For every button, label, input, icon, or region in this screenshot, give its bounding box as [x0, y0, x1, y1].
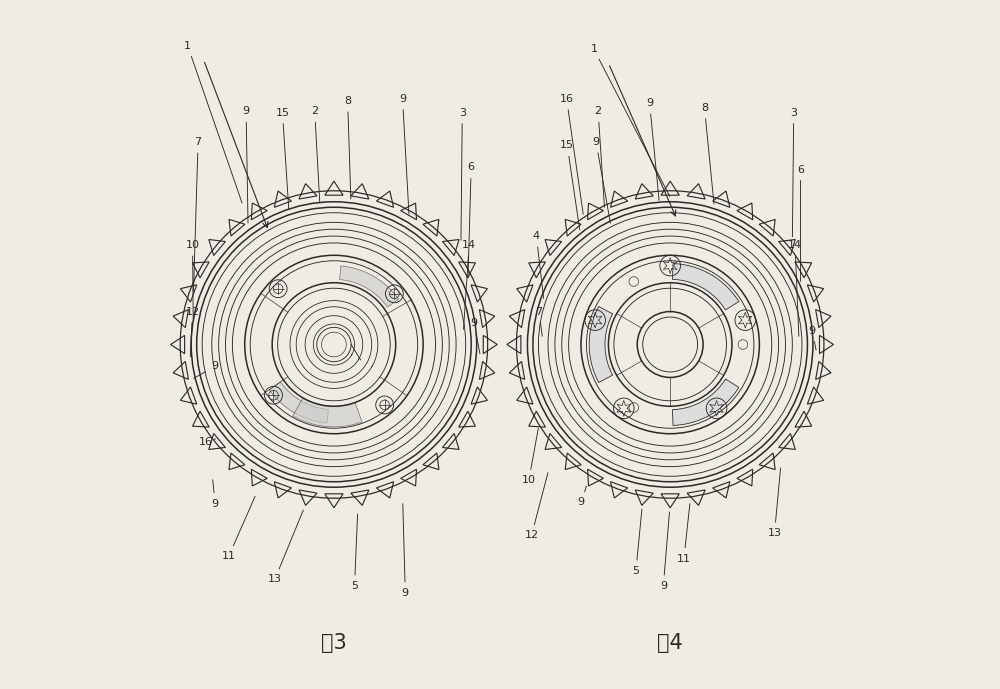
Text: 9: 9 — [809, 326, 816, 336]
Polygon shape — [589, 307, 613, 382]
Text: 9: 9 — [243, 106, 250, 116]
Text: 9: 9 — [402, 588, 409, 598]
Text: 9: 9 — [212, 362, 219, 371]
Text: 9: 9 — [646, 98, 653, 108]
Text: 8: 8 — [701, 103, 708, 113]
Polygon shape — [672, 379, 739, 425]
Text: 3: 3 — [790, 107, 797, 118]
Text: 9: 9 — [660, 581, 667, 591]
Text: 1: 1 — [591, 44, 598, 54]
Text: 7: 7 — [194, 137, 202, 147]
Text: 3: 3 — [459, 107, 466, 118]
Text: 4: 4 — [533, 231, 540, 241]
Text: 9: 9 — [593, 137, 600, 147]
Text: 13: 13 — [268, 574, 282, 584]
Text: 9: 9 — [577, 497, 585, 507]
Text: 10: 10 — [186, 240, 200, 250]
Text: 11: 11 — [677, 553, 691, 564]
Text: 2: 2 — [311, 106, 318, 116]
Polygon shape — [269, 382, 328, 423]
Text: 图4: 图4 — [657, 633, 683, 653]
Text: 图3: 图3 — [321, 633, 347, 653]
Text: 13: 13 — [767, 528, 781, 538]
Text: 8: 8 — [344, 96, 351, 106]
Text: 15: 15 — [560, 141, 574, 150]
Text: 5: 5 — [632, 566, 639, 576]
Text: 12: 12 — [525, 531, 539, 540]
Text: 1: 1 — [184, 41, 191, 51]
Text: 9: 9 — [399, 94, 406, 104]
Text: 7: 7 — [536, 307, 543, 316]
Text: 16: 16 — [199, 437, 213, 447]
Text: 10: 10 — [522, 475, 536, 485]
Polygon shape — [672, 264, 739, 310]
Text: 14: 14 — [462, 240, 476, 250]
Text: 15: 15 — [275, 107, 289, 118]
Text: 9: 9 — [212, 499, 219, 508]
Polygon shape — [293, 398, 362, 426]
Text: 16: 16 — [560, 94, 574, 104]
Text: 2: 2 — [595, 106, 602, 116]
Text: 11: 11 — [222, 551, 236, 561]
Text: 14: 14 — [788, 240, 802, 250]
Text: 12: 12 — [186, 307, 200, 316]
Text: 6: 6 — [797, 165, 804, 174]
Text: 6: 6 — [468, 163, 475, 172]
Text: 5: 5 — [351, 581, 358, 591]
Polygon shape — [340, 266, 399, 307]
Text: 9: 9 — [470, 318, 477, 327]
